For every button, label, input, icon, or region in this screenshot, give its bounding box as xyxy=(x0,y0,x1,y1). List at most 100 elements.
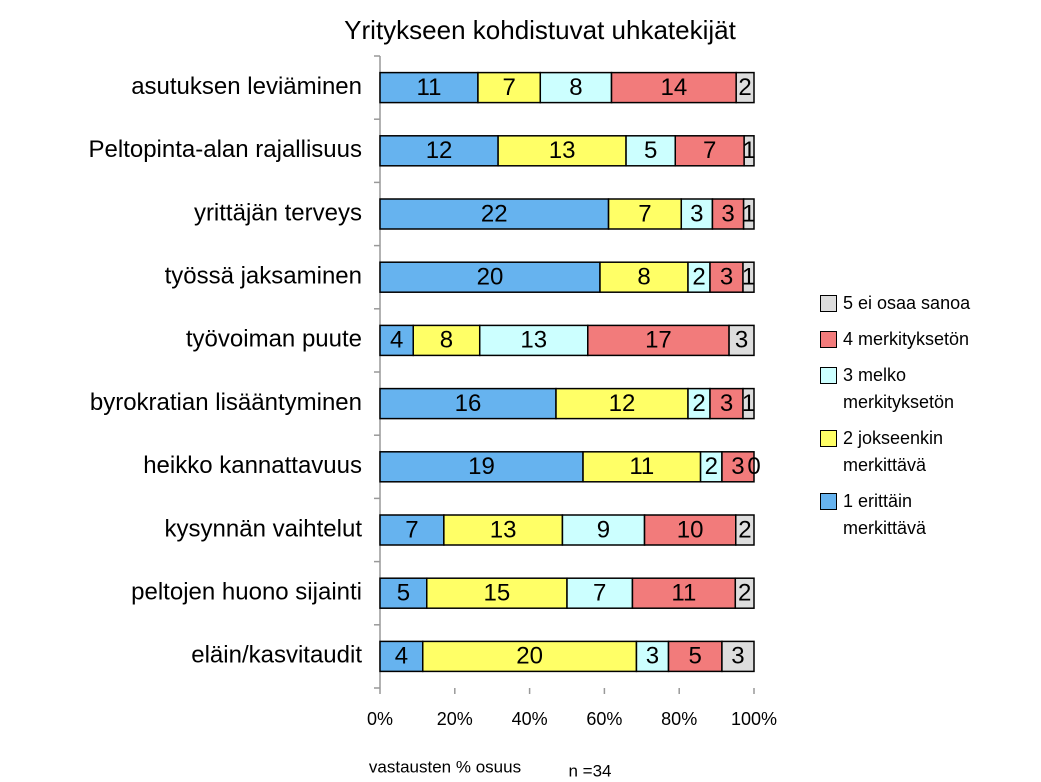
legend-label: 2 jokseenkin merkittävä xyxy=(843,428,944,475)
legend-swatch xyxy=(820,331,837,348)
data-label: 20 xyxy=(516,643,543,670)
bar-segment xyxy=(582,451,702,483)
bar-segment xyxy=(539,71,613,104)
legend-item: 2 jokseenkin merkittävä xyxy=(820,425,1010,479)
bar-segment xyxy=(379,640,424,673)
data-label: 15 xyxy=(484,580,511,607)
data-label: 1 xyxy=(742,200,755,227)
data-label: 3 xyxy=(646,643,659,670)
data-label: 8 xyxy=(440,327,453,354)
data-label: 7 xyxy=(638,200,651,227)
legend-swatch xyxy=(820,430,837,447)
data-label: 3 xyxy=(721,200,734,227)
x-tick-label: 80% xyxy=(661,709,697,729)
data-label: 19 xyxy=(468,453,495,480)
bar-segment xyxy=(379,451,584,483)
data-label: 2 xyxy=(705,453,718,480)
bar-segment xyxy=(607,198,683,230)
bar-segment xyxy=(721,640,755,673)
bar-segment xyxy=(643,514,737,546)
bar-segment xyxy=(728,324,755,357)
data-label: 0 xyxy=(747,453,760,480)
bar-segment xyxy=(742,198,755,230)
data-label: 13 xyxy=(520,327,547,354)
x-axis-label: vastausten % osuus xyxy=(369,757,521,776)
x-tick-label: 60% xyxy=(586,709,622,729)
bar-segment xyxy=(379,261,601,293)
legend-item: 4 merkityksetön xyxy=(820,326,1010,353)
y-tick-label: työvoiman puute xyxy=(186,326,362,353)
data-label: 4 xyxy=(395,643,408,670)
data-label: 14 xyxy=(661,74,688,101)
y-tick-label: kysynnän vaihtelut xyxy=(165,515,363,542)
data-label: 11 xyxy=(671,580,696,607)
legend-swatch xyxy=(820,493,837,510)
data-label: 3 xyxy=(720,264,733,291)
legend-item: 3 melko merkityksetön xyxy=(820,362,1010,416)
data-label: 3 xyxy=(731,643,744,670)
data-label: 3 xyxy=(731,453,744,480)
legend-swatch xyxy=(820,295,837,312)
y-tick-label: Peltopinta-alan rajallisuus xyxy=(89,136,363,163)
x-tick-label: 0% xyxy=(367,709,393,729)
data-label: 3 xyxy=(690,200,703,227)
y-tick-label: peltojen huono sijainti xyxy=(131,579,362,606)
data-label: 16 xyxy=(455,390,482,417)
data-label: 22 xyxy=(481,200,508,227)
legend-label: 3 melko merkityksetön xyxy=(843,365,955,412)
bar-segment xyxy=(721,451,755,483)
y-tick-label: asutuksen leviäminen xyxy=(131,73,362,100)
data-label: 3 xyxy=(720,390,733,417)
annotation: n =34 xyxy=(568,761,611,780)
data-label: 11 xyxy=(629,453,654,480)
data-label: 7 xyxy=(502,74,515,101)
x-tick-label: 20% xyxy=(437,709,473,729)
data-label: 1 xyxy=(742,137,755,164)
bar-segment xyxy=(477,71,542,104)
data-label: 9 xyxy=(597,516,610,543)
data-label: 1 xyxy=(742,264,755,291)
data-label: 2 xyxy=(738,516,751,543)
bar-segment xyxy=(587,324,730,357)
data-label: 5 xyxy=(644,137,657,164)
data-label: 10 xyxy=(677,516,704,543)
bar-segment xyxy=(379,198,610,230)
data-label: 11 xyxy=(417,74,442,101)
bar-segment xyxy=(680,198,714,230)
data-label: 3 xyxy=(735,327,748,354)
bar-segment xyxy=(421,640,638,673)
data-label: 17 xyxy=(645,327,672,354)
legend-item: 5 ei osaa sanoa xyxy=(820,290,1010,317)
bar-segment xyxy=(674,135,745,167)
legend-label: 5 ei osaa sanoa xyxy=(843,293,971,313)
bar-segment xyxy=(709,261,744,293)
bar-segment xyxy=(497,135,627,167)
legend: 5 ei osaa sanoa 4 merkityksetön 3 melko me… xyxy=(820,290,1010,551)
legend-label: 1 erittäin merkittävä xyxy=(843,491,927,538)
bar-segment xyxy=(631,577,737,609)
bar-segment xyxy=(735,514,755,546)
legend-swatch xyxy=(820,367,837,384)
bar-segment xyxy=(412,324,481,357)
bar-segment xyxy=(667,640,723,673)
y-tick-label: eläin/kasvitaudit xyxy=(191,642,362,669)
data-label: 5 xyxy=(689,643,702,670)
data-label: 1 xyxy=(742,390,755,417)
legend-item: 1 erittäin merkittävä xyxy=(820,488,1010,542)
bar-segment xyxy=(734,577,755,609)
y-tick-label: työssä jaksaminen xyxy=(165,263,362,290)
data-label: 2 xyxy=(738,74,751,101)
bar-segment xyxy=(635,640,670,673)
data-label: 13 xyxy=(490,516,517,543)
chart-title: Yritykseen kohdistuvat uhkatekijät xyxy=(344,15,736,45)
data-label: 2 xyxy=(692,264,705,291)
bar-segment xyxy=(379,514,445,546)
y-tick-label: heikko kannattavuus xyxy=(143,452,362,479)
bar-segment xyxy=(566,577,634,609)
bar-segment xyxy=(743,135,755,167)
data-label: 2 xyxy=(692,390,705,417)
y-tick-label: byrokratian lisääntyminen xyxy=(90,389,362,416)
legend-label: 4 merkityksetön xyxy=(843,329,970,349)
